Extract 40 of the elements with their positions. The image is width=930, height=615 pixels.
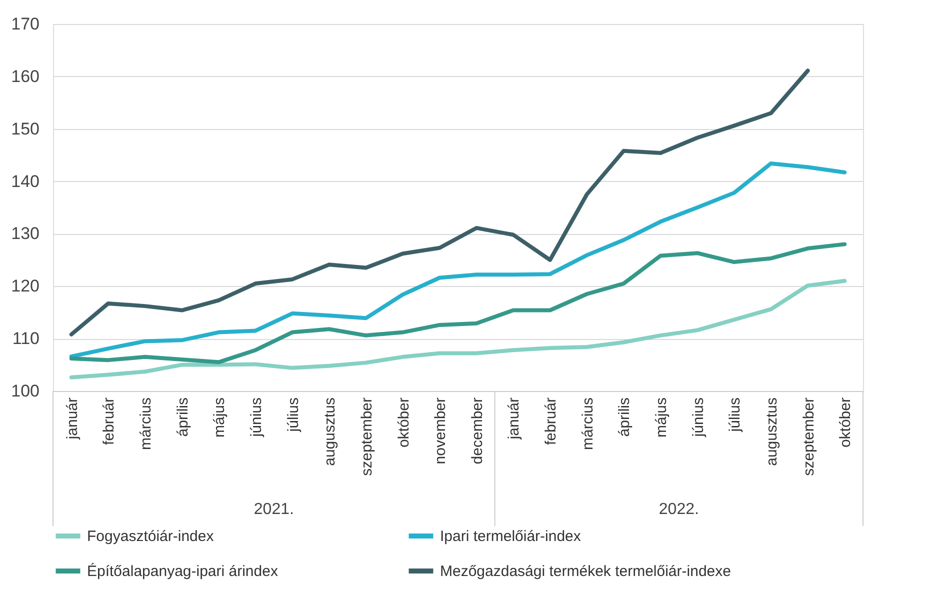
legend-label: Ipari termelőiár-index [440, 528, 582, 545]
y-tick-label: 140 [11, 172, 40, 191]
legend-label: Fogyasztóiár-index [87, 528, 214, 545]
line-series [69, 68, 810, 336]
x-tick-label: augusztus [763, 398, 780, 466]
y-tick-label: 130 [11, 224, 40, 244]
x-tick-label: október [837, 398, 854, 448]
line-series [69, 242, 847, 364]
x-tick-label: október [395, 398, 412, 448]
y-tick-label: 110 [12, 329, 40, 348]
x-tick-label: augusztus [322, 398, 339, 466]
x-tick-label: december [468, 397, 486, 464]
x-tick-label: július [284, 398, 302, 433]
x-tick-label: április [174, 398, 192, 437]
legend-label: Építőalapanyag-ipari árindex [87, 562, 278, 580]
y-tick-label: 100 [11, 382, 40, 400]
y-tick-label: 150 [11, 119, 40, 138]
x-tick-label: március [138, 398, 155, 450]
x-tick-label: május [211, 398, 228, 438]
x-tick-label: június [690, 398, 707, 438]
x-tick-label: január [64, 398, 81, 440]
y-tick-label: 170 [11, 14, 40, 34]
x-tick-label: november [432, 397, 450, 464]
y-tick-label: 120 [11, 276, 40, 296]
legend-label: Mezőgazdasági termékek termelőiár-indexe [440, 563, 731, 580]
x-tick-label: szeptember [800, 398, 818, 476]
x-tick-label: január [506, 398, 523, 440]
x-tick-label: március [579, 398, 596, 450]
line-series [69, 278, 847, 380]
text: 2021. [254, 501, 294, 518]
x-tick-label: február [100, 398, 118, 446]
y-tick-label: 160 [11, 66, 40, 86]
x-tick-label: szeptember [358, 398, 376, 476]
x-tick-label: február [542, 398, 560, 446]
x-tick-label: július [726, 398, 744, 433]
line-series [69, 161, 847, 358]
x-tick-label: május [653, 398, 670, 438]
text: 2022. [658, 501, 699, 518]
x-tick-label: április [616, 398, 634, 437]
x-tick-label: június [248, 398, 265, 438]
